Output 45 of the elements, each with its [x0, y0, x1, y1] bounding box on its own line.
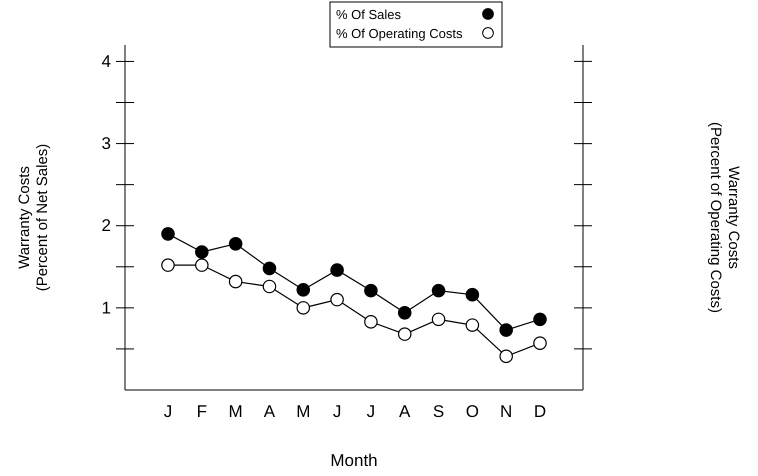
x-tick-label: A [264, 402, 276, 421]
text: Warranty Costs (Percent of Operating Costs) [707, 122, 742, 313]
point [466, 288, 480, 302]
point [262, 280, 276, 294]
point [533, 312, 547, 326]
point [432, 284, 446, 298]
x-tick-label: M [228, 402, 243, 421]
point [499, 323, 513, 337]
x-tick-label: J [332, 402, 342, 421]
y-tick-label: 4 [102, 52, 111, 71]
point [364, 284, 378, 298]
x-tick-label: D [534, 402, 546, 421]
point [195, 245, 209, 259]
point [533, 336, 547, 350]
x-tick-label: J [164, 402, 172, 421]
point [432, 312, 446, 326]
x-tick-label: A [399, 402, 412, 421]
point [228, 237, 242, 251]
point [466, 318, 480, 332]
y-tick-label: 1 [102, 298, 111, 318]
point [161, 227, 175, 241]
point [330, 292, 344, 306]
x-tick-label: N [500, 402, 512, 421]
x-tick-label: J [366, 402, 376, 421]
y-tick-label: 2 [102, 216, 111, 236]
point [195, 258, 209, 272]
point [228, 274, 242, 288]
point [262, 262, 276, 276]
point [296, 301, 310, 315]
y-tick-label: 3 [102, 134, 111, 154]
x-tick-label: F [196, 402, 208, 421]
point [296, 283, 310, 297]
text: % Of Sales [336, 7, 402, 22]
point [364, 315, 378, 329]
point [398, 327, 412, 341]
legend-label: % Of Operating Costs [336, 26, 463, 41]
point [398, 306, 412, 320]
point [330, 263, 344, 277]
x-tick-label: S [432, 402, 444, 421]
x-axis-title: Month [330, 451, 378, 470]
point [161, 258, 175, 272]
x-tick-label: O [466, 402, 479, 421]
point [499, 350, 513, 364]
x-tick-label: M [296, 402, 310, 421]
y-axis-title: Warranty Costs (Percent of Net Sales) [16, 144, 51, 292]
